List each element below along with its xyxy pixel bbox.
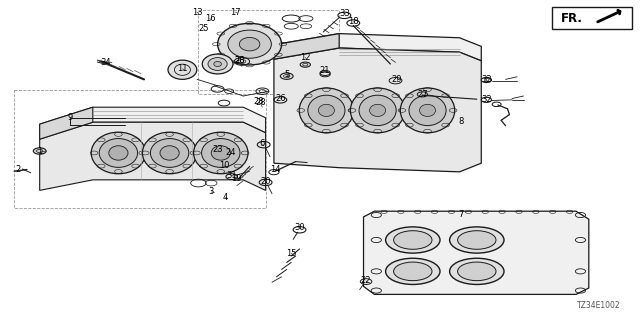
Text: 12: 12 <box>300 53 310 62</box>
Text: 15: 15 <box>286 249 296 258</box>
Ellipse shape <box>211 146 230 160</box>
Ellipse shape <box>109 146 128 160</box>
Text: 11: 11 <box>177 64 188 73</box>
Text: 6: 6 <box>260 140 265 148</box>
Text: 3: 3 <box>209 188 214 196</box>
Polygon shape <box>40 107 266 139</box>
Text: 14: 14 <box>270 165 280 174</box>
Text: 17: 17 <box>230 8 241 17</box>
Polygon shape <box>40 107 93 139</box>
Text: 22: 22 <box>361 276 371 285</box>
Text: 30: 30 <box>294 223 305 232</box>
Polygon shape <box>274 48 481 172</box>
Circle shape <box>300 62 310 67</box>
Ellipse shape <box>394 262 432 281</box>
Text: 24: 24 <box>225 148 236 157</box>
Ellipse shape <box>420 104 436 116</box>
Text: 9: 9 <box>68 113 73 122</box>
Ellipse shape <box>202 139 240 167</box>
Ellipse shape <box>394 231 432 249</box>
Text: 33: 33 <box>339 9 349 18</box>
Ellipse shape <box>385 258 440 284</box>
Polygon shape <box>274 34 481 61</box>
Ellipse shape <box>193 132 248 174</box>
Polygon shape <box>274 34 339 59</box>
Ellipse shape <box>351 88 404 133</box>
Ellipse shape <box>458 262 496 281</box>
Text: 25: 25 <box>198 24 209 33</box>
Text: 13: 13 <box>192 8 202 17</box>
Ellipse shape <box>99 139 138 167</box>
Text: 4: 4 <box>223 193 228 202</box>
Text: 2: 2 <box>15 165 20 174</box>
Circle shape <box>33 148 46 154</box>
Polygon shape <box>364 211 589 294</box>
Text: 21: 21 <box>320 66 330 75</box>
Circle shape <box>280 73 293 79</box>
Ellipse shape <box>228 30 271 58</box>
Ellipse shape <box>449 258 504 284</box>
Text: 16: 16 <box>205 14 215 23</box>
Text: 32: 32 <box>481 95 492 104</box>
Ellipse shape <box>449 227 504 253</box>
Ellipse shape <box>458 231 496 249</box>
Ellipse shape <box>409 95 446 125</box>
Text: 32: 32 <box>481 75 492 84</box>
Ellipse shape <box>92 132 146 174</box>
Text: 28: 28 <box>235 56 245 65</box>
Ellipse shape <box>239 37 260 51</box>
Ellipse shape <box>359 95 396 125</box>
Text: TZ34E1002: TZ34E1002 <box>577 301 620 310</box>
Ellipse shape <box>150 139 189 167</box>
Text: 7: 7 <box>458 210 463 219</box>
Text: 19: 19 <box>232 174 242 183</box>
Text: 1: 1 <box>37 147 42 156</box>
Ellipse shape <box>202 54 233 74</box>
Text: 27: 27 <box>417 90 428 99</box>
Text: 5: 5 <box>284 70 289 79</box>
Text: 34: 34 <box>100 58 111 67</box>
Polygon shape <box>40 122 266 190</box>
Ellipse shape <box>319 104 334 116</box>
Ellipse shape <box>401 88 455 133</box>
Text: 8: 8 <box>458 117 463 126</box>
Text: 18: 18 <box>348 17 358 26</box>
Ellipse shape <box>208 58 227 70</box>
Ellipse shape <box>214 61 221 67</box>
Ellipse shape <box>143 132 197 174</box>
Ellipse shape <box>385 227 440 253</box>
Text: 20: 20 <box>260 177 271 186</box>
Ellipse shape <box>308 95 345 125</box>
Text: 23: 23 <box>212 145 223 154</box>
Text: 28: 28 <box>235 56 245 65</box>
Text: 28: 28 <box>254 97 264 106</box>
Ellipse shape <box>218 23 282 65</box>
Text: 10: 10 <box>219 161 229 170</box>
Text: 31: 31 <box>227 171 237 180</box>
Ellipse shape <box>160 146 179 160</box>
Text: FR.: FR. <box>561 12 582 25</box>
Ellipse shape <box>168 60 197 79</box>
Text: 26: 26 <box>275 94 285 103</box>
Text: 29: 29 <box>392 75 402 84</box>
Text: 28: 28 <box>256 98 266 107</box>
Ellipse shape <box>300 88 353 133</box>
Ellipse shape <box>370 104 385 116</box>
Bar <box>552 7 632 29</box>
